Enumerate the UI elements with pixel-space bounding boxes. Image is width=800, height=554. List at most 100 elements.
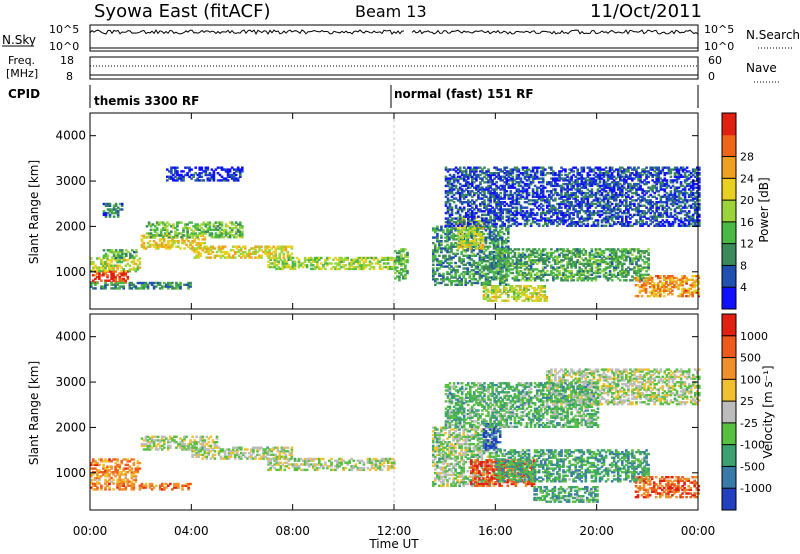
heatmap-cell [619, 170, 622, 173]
heatmap-cell [470, 234, 474, 237]
heatmap-cell [640, 289, 644, 292]
heatmap-cell [461, 241, 464, 245]
heatmap-cell [450, 249, 453, 252]
heatmap-cell [469, 204, 472, 207]
heatmap-cell [473, 181, 476, 184]
heatmap-cell [468, 256, 472, 259]
heatmap-cell [218, 236, 222, 239]
heatmap-cell [436, 249, 439, 252]
heatmap-cell [541, 273, 545, 276]
heatmap-cell [533, 199, 537, 202]
heatmap-cell [598, 255, 602, 258]
heatmap-cell [566, 219, 569, 222]
heatmap-cell [469, 166, 472, 169]
heatmap-cell [446, 258, 449, 261]
heatmap-cell [396, 257, 399, 260]
heatmap-cell [535, 201, 539, 204]
heatmap-cell [621, 217, 624, 220]
heatmap-cell [619, 271, 622, 275]
heatmap-cell [501, 197, 504, 200]
heatmap-cell [497, 259, 500, 262]
heatmap-cell [578, 251, 581, 255]
heatmap-cell [288, 245, 292, 248]
heatmap-cell [438, 274, 441, 277]
heatmap-cell [586, 259, 590, 262]
heatmap-cell [572, 170, 575, 173]
heatmap-cell [94, 281, 97, 284]
heatmap-cell [600, 260, 604, 264]
heatmap-cell [590, 270, 594, 273]
heatmap-cell [616, 217, 620, 220]
heatmap-cell [499, 277, 502, 280]
heatmap-cell [533, 221, 537, 224]
heatmap-cell [505, 179, 509, 182]
heatmap-cell [477, 190, 480, 193]
heatmap-cell [285, 264, 289, 267]
heatmap-cell [602, 179, 606, 182]
heatmap-cell [207, 249, 211, 252]
heatmap-cell [572, 197, 575, 200]
heatmap-cell [454, 241, 457, 245]
heatmap-cell [394, 259, 397, 262]
heatmap-cell [503, 260, 506, 264]
heatmap-cell [481, 193, 484, 197]
heatmap-cell [219, 245, 223, 248]
heatmap-cell [566, 248, 569, 251]
heatmap-cell [558, 255, 561, 258]
heatmap-cell [309, 267, 313, 271]
heatmap-cell [454, 229, 457, 232]
heatmap-cell [509, 268, 513, 271]
heatmap-cell [233, 252, 237, 256]
heatmap-cell [679, 278, 682, 281]
heatmap-cell [580, 190, 584, 193]
heatmap-cell [496, 250, 500, 254]
heatmap-cell [596, 222, 600, 226]
heatmap-cell [541, 266, 545, 269]
heatmap-cell [552, 170, 555, 173]
heatmap-cell [490, 238, 494, 241]
heatmap-cell [496, 288, 500, 291]
heatmap-cell [541, 170, 545, 173]
heatmap-cell [533, 279, 537, 282]
heatmap-cell [477, 208, 480, 211]
heatmap-cell [473, 211, 476, 215]
heatmap-cell [218, 232, 222, 235]
heatmap-cell [183, 241, 186, 245]
heatmap-cell [505, 215, 509, 218]
heatmap-cell [456, 172, 460, 175]
heatmap-cell [456, 269, 459, 272]
heatmap-cell [505, 182, 509, 186]
heatmap-cell [562, 211, 565, 215]
heatmap-cell [458, 193, 462, 197]
heatmap-cell [472, 249, 476, 252]
heatmap-cell [488, 269, 492, 272]
heatmap-cell [400, 273, 403, 276]
heatmap-cell [592, 181, 596, 184]
heatmap-cell [492, 232, 496, 236]
heatmap-cell [185, 283, 188, 286]
heatmap-cell [614, 208, 618, 211]
heatmap-cell [639, 250, 642, 253]
heatmap-cell [578, 273, 581, 276]
heatmap-cell [543, 299, 547, 302]
heatmap-cell [489, 173, 492, 177]
heatmap-cell [665, 289, 668, 292]
heatmap-cell [552, 204, 555, 207]
heatmap-cell [446, 199, 450, 202]
heatmap-cell [198, 225, 201, 228]
heatmap-cell [432, 269, 435, 272]
heatmap-cell [289, 267, 293, 271]
heatmap-cell [515, 285, 518, 288]
heatmap-cell [144, 247, 148, 250]
heatmap-cell [432, 236, 435, 239]
heatmap-cell [172, 236, 175, 239]
heatmap-cell [138, 257, 142, 260]
heatmap-cell [448, 182, 452, 186]
heatmap-cell [202, 223, 206, 226]
heatmap-cell [541, 195, 545, 198]
heatmap-cell [556, 191, 559, 195]
heatmap-cell [342, 260, 345, 263]
heatmap-cell [659, 285, 662, 289]
heatmap-cell [454, 170, 458, 173]
heatmap-cell [529, 199, 533, 202]
